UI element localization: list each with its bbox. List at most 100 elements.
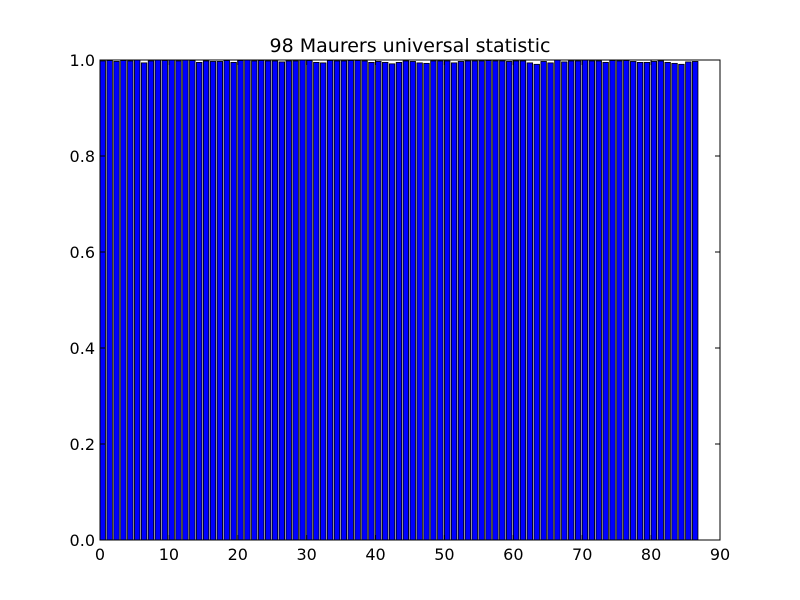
bar [409, 61, 416, 541]
bar [430, 60, 437, 541]
bar [223, 60, 230, 541]
bar [196, 62, 203, 541]
bar [685, 61, 692, 541]
x-tick-label: 80 [641, 545, 661, 564]
bar [120, 60, 127, 541]
bar [402, 60, 410, 541]
x-tick-label: 60 [503, 545, 523, 564]
bar [382, 62, 389, 541]
bar [368, 62, 375, 541]
bar [678, 63, 685, 541]
bar [395, 62, 403, 541]
bar [540, 61, 547, 541]
y-tick-label: 0.4 [70, 339, 95, 358]
bar [547, 62, 554, 541]
bar [657, 60, 664, 541]
bar [671, 62, 678, 541]
x-tick-label: 0 [95, 545, 105, 564]
y-tick-label: 1.0 [70, 51, 95, 70]
bar [140, 62, 148, 541]
bar [416, 62, 423, 541]
bar [230, 62, 237, 541]
bar [237, 60, 244, 541]
bar [561, 61, 568, 541]
bar [388, 63, 396, 541]
bar [492, 60, 499, 541]
y-tick-label: 0.0 [70, 531, 95, 550]
bar [189, 60, 196, 541]
chart-title: 98 Maurers universal statistic [270, 35, 551, 57]
bar [347, 60, 354, 541]
bar [643, 62, 651, 541]
bar [320, 62, 327, 541]
bar [175, 60, 182, 541]
bar [271, 60, 279, 541]
bar [650, 61, 658, 541]
bar [251, 60, 258, 541]
bar [485, 60, 492, 541]
bar [202, 60, 210, 541]
bar [602, 62, 609, 541]
bar [134, 59, 141, 541]
bar [588, 60, 596, 541]
bar [623, 60, 630, 541]
bar [444, 60, 451, 541]
bar [568, 60, 575, 541]
y-tick-label: 0.8 [70, 147, 95, 166]
bar [209, 61, 217, 541]
bar [636, 62, 644, 541]
bar-series [99, 59, 699, 541]
bar [161, 60, 168, 541]
bar [244, 59, 251, 541]
x-tick-label: 70 [572, 545, 592, 564]
bar [340, 60, 348, 541]
bar [182, 59, 189, 541]
bar [506, 61, 513, 541]
bar [574, 60, 582, 541]
bar [106, 60, 113, 541]
bar [630, 61, 637, 541]
bar [354, 60, 361, 541]
bar [113, 61, 120, 541]
bar [299, 59, 306, 541]
bar [258, 60, 265, 541]
bar [127, 60, 134, 541]
bar [278, 61, 286, 541]
bar [216, 61, 224, 541]
x-tick-label: 90 [710, 545, 730, 564]
bar [464, 60, 472, 541]
bar [512, 60, 520, 541]
bar [526, 62, 534, 541]
bar [519, 60, 527, 541]
bar [423, 62, 430, 541]
bar [581, 59, 589, 541]
bar [264, 60, 272, 541]
bar [313, 62, 320, 541]
bar [554, 59, 561, 541]
y-tick-label: 0.6 [70, 243, 95, 262]
plot-frame [99, 59, 721, 541]
bar [333, 60, 341, 541]
bar [99, 60, 106, 541]
bar [306, 60, 313, 541]
bar [285, 60, 292, 541]
bar [147, 60, 155, 541]
bar [457, 61, 465, 541]
y-tick-label: 0.2 [70, 435, 95, 454]
bar [533, 63, 540, 541]
x-tick-label: 20 [228, 545, 248, 564]
bar [437, 60, 444, 541]
bar [616, 60, 623, 541]
bar [692, 61, 699, 541]
x-tick-label: 10 [159, 545, 179, 564]
x-axis: 0 10 20 30 40 50 60 70 80 90 [95, 60, 730, 564]
bar [664, 62, 671, 541]
x-tick-label: 30 [296, 545, 316, 564]
bar [450, 62, 458, 541]
bar [168, 59, 175, 541]
x-tick-label: 50 [434, 545, 454, 564]
bar [478, 60, 485, 541]
bar [326, 60, 334, 541]
x-tick-label: 40 [365, 545, 385, 564]
